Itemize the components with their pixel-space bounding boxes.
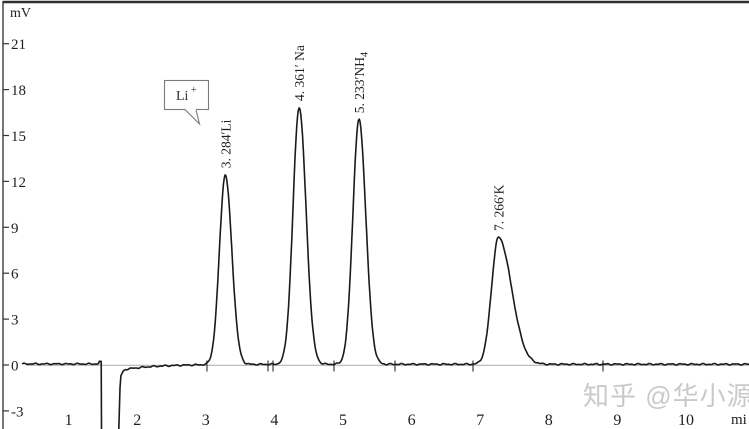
li-callout-text: Li: [176, 89, 189, 104]
peak-labels: 3. 284′Li 4. 361′ Na 5. 233′NH4 7. 266′K: [218, 45, 506, 231]
peak-label-K: 7. 266′K: [491, 184, 506, 231]
y-axis-labels: 21 18 15 12 9 6 3 0 -3: [11, 37, 26, 420]
watermark-text: 知乎 @华小源: [583, 381, 749, 411]
x-tick-label-8: 8: [545, 412, 553, 429]
x-tick-label-1: 1: [65, 412, 73, 429]
x-tick-label-5: 5: [339, 412, 347, 429]
peak-label-NH4: 5. 233′NH4: [352, 52, 371, 113]
x-tick-label-4: 4: [270, 412, 278, 429]
li-callout: Li +: [163, 79, 210, 126]
y-tick-label--3: -3: [11, 404, 24, 420]
x-tick-label-6: 6: [408, 412, 416, 429]
x-tick-label-9: 9: [613, 412, 621, 429]
x-tick-label-2: 2: [133, 412, 141, 429]
chromatogram-trace: [21, 107, 749, 429]
y-tick-label-21: 21: [11, 37, 26, 53]
x-tick-label-10: 10: [678, 412, 694, 429]
y-tick-label-3: 3: [11, 313, 19, 329]
y-tick-label-12: 12: [11, 175, 26, 191]
li-callout-tail: [184, 109, 201, 126]
y-tick-label-15: 15: [11, 129, 26, 145]
y-tick-label-9: 9: [11, 221, 19, 237]
x-tick-label-3: 3: [202, 412, 210, 429]
li-callout-superscript: +: [191, 85, 197, 96]
x-axis-unit-label: mi: [731, 412, 747, 428]
peak-label-Li: 3. 284′Li: [218, 119, 233, 168]
x-axis-labels: 1 2 3 4 5 6 7 8 9 10: [65, 412, 694, 429]
peak-label-Na: 4. 361′ Na: [292, 45, 307, 101]
y-tick-label-6: 6: [11, 267, 19, 283]
x-tick-label-7: 7: [476, 412, 484, 429]
y-tick-label-0: 0: [11, 359, 19, 375]
y-tick-label-18: 18: [11, 83, 26, 99]
y-axis-ticks: [3, 43, 9, 412]
integration-marks: [206, 360, 604, 372]
y-axis-unit-label: mV: [10, 6, 31, 21]
